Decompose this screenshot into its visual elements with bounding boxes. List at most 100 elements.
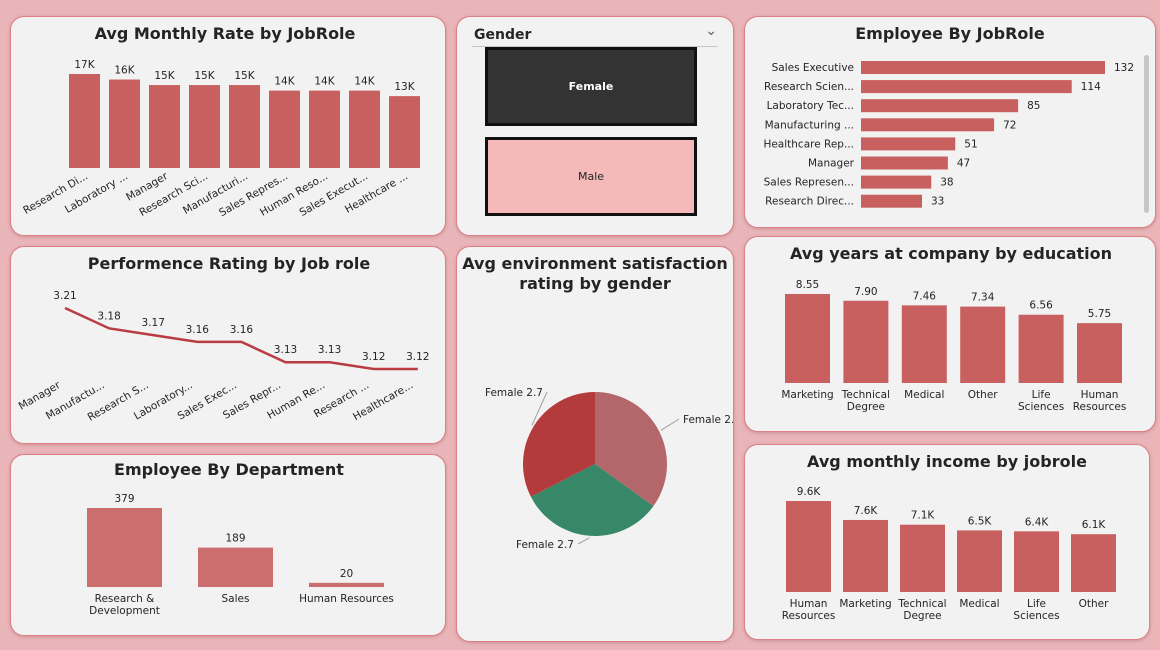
data-label: 20 [340, 568, 353, 580]
bar[interactable] [843, 300, 889, 383]
tick-label: Research Direc... [765, 196, 854, 208]
data-label: 38 [940, 177, 953, 189]
tick-label: Research Di... [21, 170, 90, 217]
pie-slice[interactable] [595, 392, 667, 507]
divider [472, 46, 718, 47]
tick-label: Technical [841, 389, 890, 401]
data-label: 5.75 [1088, 308, 1111, 320]
tick-label: Sciences [1018, 401, 1064, 413]
bar[interactable] [1018, 314, 1064, 383]
chart-title: Employee By Department [114, 460, 344, 479]
bar[interactable] [149, 85, 180, 168]
data-label: 7.90 [854, 286, 877, 298]
bar[interactable] [960, 306, 1006, 383]
bar[interactable] [861, 118, 995, 132]
bar[interactable] [957, 530, 1002, 592]
gender-slicer-card: Gender ⌄ Female Male [456, 16, 734, 236]
employee-by-department-card: Employee By Department 379 Research & Deve… [10, 454, 446, 636]
data-label: 132 [1114, 62, 1134, 74]
bar[interactable] [69, 74, 100, 168]
bar[interactable] [109, 79, 140, 168]
env-satisfaction-card: Avg environment satisfaction rating by g… [456, 246, 734, 642]
monthly-income-card: Avg monthly income by jobrole 9.6K Human R… [744, 444, 1150, 640]
bar[interactable] [269, 90, 300, 168]
chart-title: Employee By JobRole [855, 24, 1045, 43]
data-label: 7.6K [854, 505, 879, 517]
data-label: 114 [1081, 81, 1101, 93]
tick-label: Degree [847, 401, 885, 413]
bar[interactable] [389, 96, 420, 168]
bar[interactable] [198, 547, 273, 587]
bar[interactable] [1014, 531, 1059, 592]
data-label: 7.34 [971, 292, 995, 304]
data-label: 7.1K [911, 510, 936, 522]
tick-label: Manufacturing ... [765, 119, 854, 131]
slicer-option-female[interactable]: Female [485, 47, 697, 126]
tick-label: Technical [897, 598, 946, 610]
data-label: 3.13 [274, 344, 297, 356]
tick-label: Research & [95, 593, 155, 605]
bar[interactable] [861, 80, 1072, 94]
tick-label: Life [1032, 389, 1051, 401]
bar[interactable] [861, 137, 956, 151]
bar[interactable] [861, 194, 922, 208]
bar[interactable] [900, 524, 945, 592]
bar[interactable] [785, 294, 830, 383]
slicer-option-male[interactable]: Male [485, 137, 697, 216]
data-label: 15K [234, 70, 255, 82]
bar[interactable] [786, 501, 831, 592]
data-label: 13K [394, 81, 415, 93]
data-label: 85 [1027, 100, 1040, 112]
tick-label: Marketing [781, 389, 833, 401]
chart-title-line-1: Avg environment satisfaction [462, 254, 728, 273]
years-at-company-chart: Avg years at company by education 8.55 Ma… [781, 244, 1126, 413]
chart-title: Performence Rating by Job role [88, 254, 371, 273]
tick-label: Medical [904, 389, 944, 401]
data-label: 3.13 [318, 344, 341, 356]
slice-label: Female 2.7 [516, 539, 574, 551]
bar[interactable] [901, 305, 947, 383]
slice-label: Female 2.9 [683, 414, 733, 426]
bar[interactable] [1071, 534, 1116, 592]
avg-monthly-rate-card: Avg Monthly Rate by JobRole 17K Research … [10, 16, 446, 236]
tick-label: Other [968, 389, 998, 401]
slicer-option-label: Male [577, 170, 605, 183]
bar[interactable] [1077, 323, 1122, 383]
employee-by-department-chart: Employee By Department 379 Research &Deve… [87, 460, 394, 617]
bar[interactable] [309, 582, 384, 587]
chart-title: Avg Monthly Rate by JobRole [95, 24, 356, 43]
performance-rating-card: Performence Rating by Job role 3.21 Manag… [10, 246, 446, 444]
pie-slice[interactable] [523, 392, 595, 497]
employee-by-jobrole-chart: Employee By JobRole Sales Executive 132 Re… [763, 24, 1134, 208]
pie-slice[interactable] [530, 464, 654, 536]
data-label: 14K [354, 76, 375, 88]
tick-label: Human Reso... [258, 170, 330, 219]
bar[interactable] [861, 175, 932, 189]
bar[interactable] [309, 90, 340, 168]
tick-label: Human Resources [299, 593, 394, 605]
data-label: 15K [154, 70, 175, 82]
data-label: 8.55 [796, 279, 819, 291]
data-label: 379 [114, 493, 134, 505]
monthly-income-chart: Avg monthly income by jobrole 9.6K HumanR… [782, 452, 1116, 622]
tick-label: Development [89, 605, 160, 617]
bar[interactable] [843, 519, 888, 592]
bar[interactable] [189, 85, 220, 168]
data-label: 51 [964, 138, 977, 150]
bar[interactable] [87, 508, 162, 587]
chevron-down-icon[interactable]: ⌄ [705, 23, 717, 39]
bar[interactable] [861, 61, 1105, 74]
data-label: 189 [225, 533, 245, 545]
bar[interactable] [861, 99, 1019, 113]
scrollbar[interactable] [1144, 55, 1149, 213]
series-line[interactable] [64, 306, 418, 371]
bar[interactable] [861, 156, 948, 170]
leader-line [531, 391, 548, 426]
tick-label: Other [1079, 598, 1109, 610]
data-label: 47 [957, 158, 970, 170]
performance-rating-chart: Performence Rating by Job role 3.21Manag… [17, 254, 430, 424]
tick-label: Resources [782, 610, 836, 622]
bar[interactable] [349, 90, 380, 168]
data-label: 15K [194, 70, 215, 82]
bar[interactable] [229, 85, 260, 168]
